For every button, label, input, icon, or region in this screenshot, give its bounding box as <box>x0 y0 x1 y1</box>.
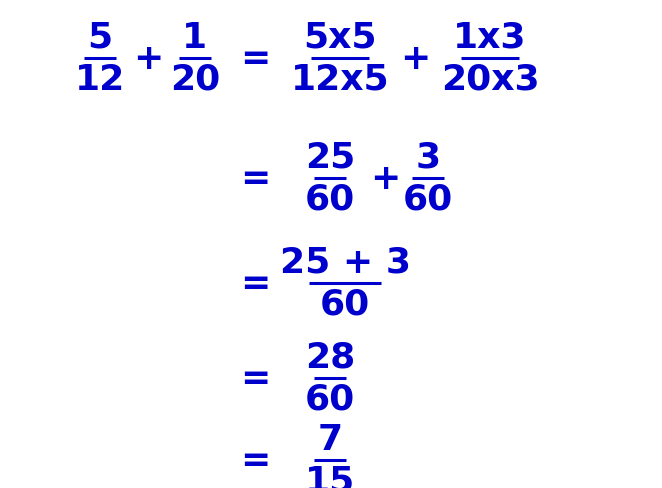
Text: 28: 28 <box>305 340 355 374</box>
Text: 25 + 3: 25 + 3 <box>279 245 410 280</box>
Text: =: = <box>240 443 270 477</box>
Text: 7: 7 <box>318 422 342 456</box>
Text: 60: 60 <box>403 183 453 217</box>
Text: 1: 1 <box>183 21 208 55</box>
Text: 20: 20 <box>170 63 220 97</box>
Text: +: + <box>133 42 164 76</box>
Text: 5: 5 <box>87 21 113 55</box>
Text: 1x3: 1x3 <box>453 21 527 55</box>
Text: =: = <box>240 266 270 301</box>
Text: 12: 12 <box>75 63 125 97</box>
Text: =: = <box>240 361 270 395</box>
Text: 60: 60 <box>305 183 355 217</box>
Text: 60: 60 <box>320 287 370 321</box>
Text: =: = <box>240 42 270 76</box>
Text: +: + <box>370 162 401 196</box>
Text: 25: 25 <box>305 141 355 175</box>
Text: +: + <box>400 42 430 76</box>
Text: 20x3: 20x3 <box>441 63 540 97</box>
Text: 5x5: 5x5 <box>303 21 377 55</box>
Text: =: = <box>240 162 270 196</box>
Text: 60: 60 <box>305 382 355 416</box>
Text: 3: 3 <box>416 141 441 175</box>
Text: 15: 15 <box>305 464 355 488</box>
Text: 12x5: 12x5 <box>291 63 389 97</box>
